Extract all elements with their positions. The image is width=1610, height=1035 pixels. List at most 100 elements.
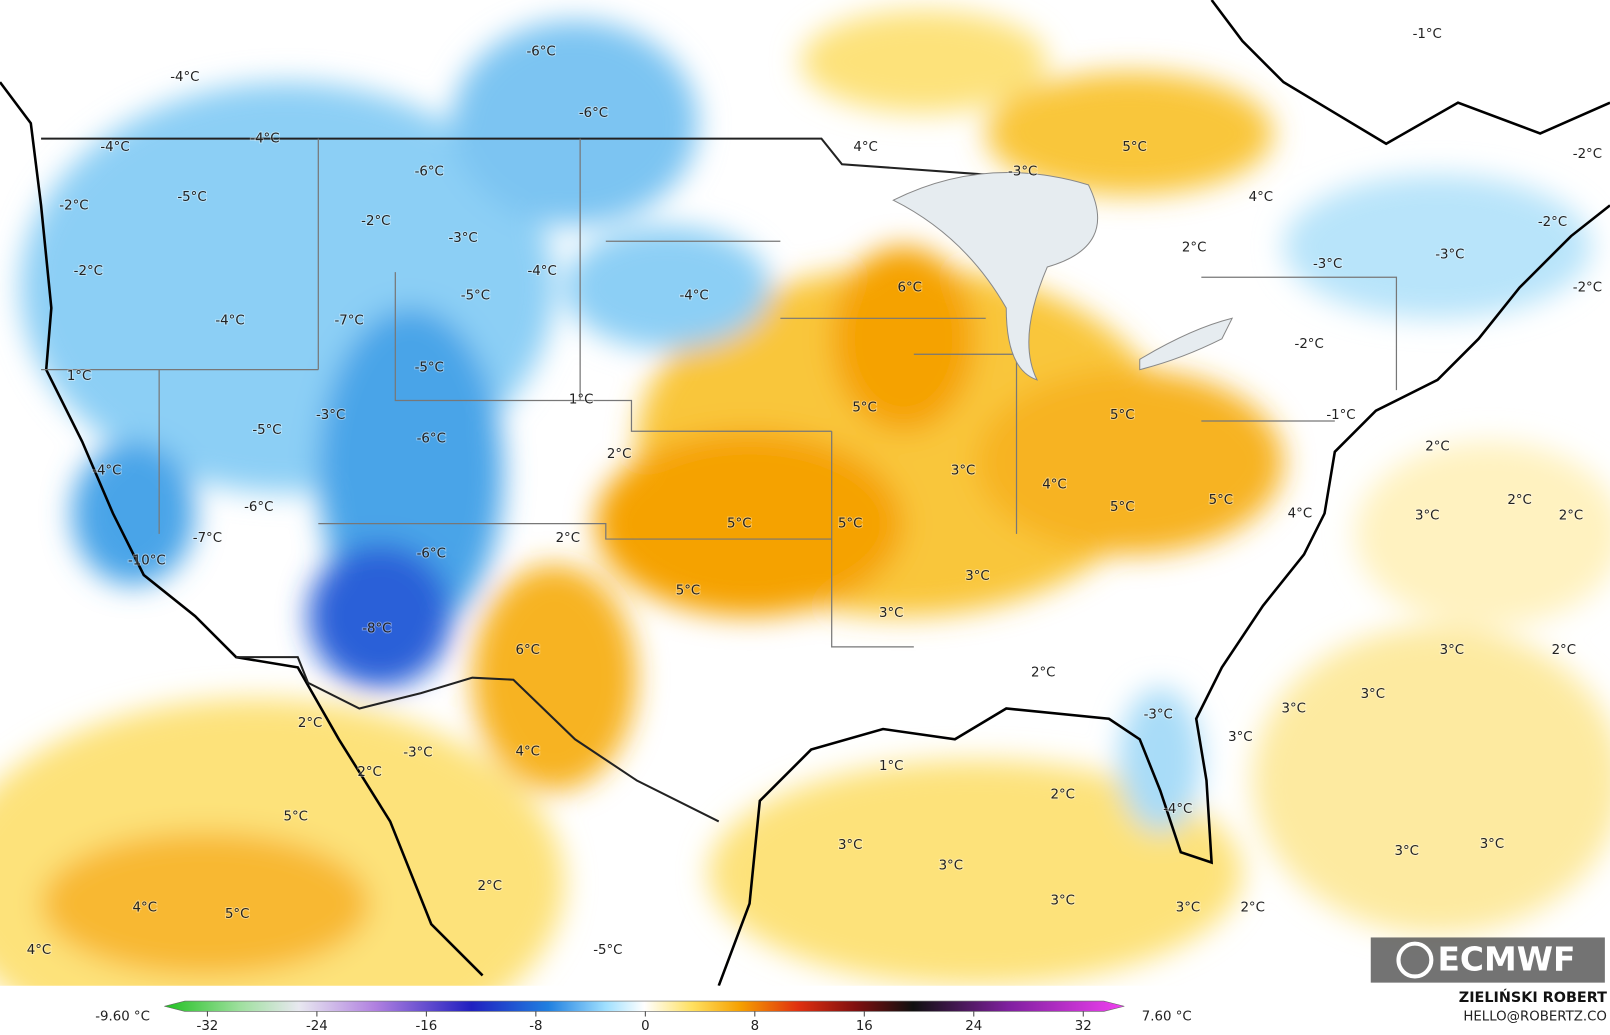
temperature-label: -1°C	[1326, 408, 1355, 423]
temperature-label: 4°C	[1249, 190, 1273, 205]
temperature-label: -2°C	[361, 214, 390, 229]
temperature-label: -3°C	[1144, 708, 1173, 723]
temperature-label: -4°C	[170, 70, 199, 85]
temperature-label: -3°C	[403, 746, 432, 761]
temperature-label: -6°C	[244, 500, 273, 515]
temperature-label: 5°C	[283, 809, 307, 824]
temperature-label: -8°C	[362, 621, 391, 636]
temperature-label: 2°C	[1182, 240, 1206, 255]
colorbar-tick-label: 16	[856, 1019, 873, 1034]
temperature-label: 3°C	[1282, 701, 1306, 716]
temperature-label: -3°C	[1008, 164, 1037, 179]
temperature-label: 3°C	[838, 838, 862, 853]
temperature-label: -2°C	[74, 264, 103, 279]
temperature-label: 2°C	[1240, 901, 1264, 916]
temperature-label: 3°C	[965, 569, 989, 584]
map-labels: -6°C -6°C -4°C -4°C -4°C -5°C -6°C -2°C -2°C -3°C…	[26, 26, 1603, 959]
temperature-label: 3°C	[951, 463, 975, 478]
temperature-label: 2°C	[1507, 493, 1531, 508]
colorbar-tick-label: -32	[197, 1019, 219, 1034]
temperature-label: -6°C	[579, 106, 608, 121]
credit-name: ZIELIŃSKI ROBERT	[1459, 988, 1607, 1006]
colorbar-tick-label: 8	[751, 1019, 759, 1034]
temperature-label: -3°C	[1435, 248, 1464, 263]
temperature-label: -7°C	[193, 531, 222, 546]
temperature-label: -10°C	[128, 554, 166, 569]
temperature-label: 4°C	[516, 745, 540, 760]
coastline	[0, 0, 1610, 986]
temperature-label: 6°C	[516, 643, 540, 658]
temperature-label: 3°C	[939, 859, 963, 874]
temperature-label: 2°C	[556, 531, 580, 546]
temperature-label: -4°C	[1163, 802, 1192, 817]
temperature-label: -4°C	[100, 140, 129, 155]
temperature-label: 2°C	[607, 447, 631, 462]
colorbar-max: 7.60 °C	[1142, 1010, 1192, 1025]
colorbar-tick-label: -8	[529, 1019, 542, 1034]
logo-text: ECMWF	[1438, 941, 1576, 979]
temperature-label: 2°C	[1552, 643, 1576, 658]
colorbar: -32 -24 -16 -8 0 8 16 24 32	[164, 1000, 1125, 1034]
temperature-label: 4°C	[27, 943, 51, 958]
temperature-label: 3°C	[1361, 687, 1385, 702]
temperature-label: 1°C	[879, 759, 903, 774]
temperature-label: 1°C	[569, 392, 593, 407]
temperature-label: -3°C	[316, 408, 345, 423]
temperature-label: -5°C	[252, 423, 281, 438]
temperature-label: 4°C	[133, 901, 157, 916]
temperature-label: 5°C	[1209, 493, 1233, 508]
temperature-label: 5°C	[1110, 408, 1134, 423]
temperature-label: 3°C	[1415, 508, 1439, 523]
temperature-label: 6°C	[898, 280, 922, 295]
temperature-label: 4°C	[1042, 478, 1066, 493]
temperature-label: 2°C	[1425, 440, 1449, 455]
temperature-label: 5°C	[1122, 140, 1146, 155]
temperature-label: -7°C	[334, 313, 363, 328]
temperature-label: 5°C	[852, 401, 876, 416]
temperature-label: 5°C	[225, 907, 249, 922]
temperature-label: -6°C	[417, 546, 446, 561]
temperature-label: -5°C	[415, 361, 444, 376]
credit-email: HELLO@ROBERTZ.CO	[1463, 1010, 1607, 1025]
temperature-label: 2°C	[298, 716, 322, 731]
temperature-label: -3°C	[1313, 257, 1342, 272]
colorbar-tick-label: -16	[415, 1019, 437, 1034]
temperature-label: 2°C	[478, 879, 502, 894]
temperature-label: -5°C	[177, 190, 206, 205]
temperature-label: 4°C	[853, 140, 877, 155]
lakes	[892, 171, 1234, 381]
temperature-label: 3°C	[1480, 837, 1504, 852]
temperature-label: 2°C	[1559, 508, 1583, 523]
temperature-label: 3°C	[1050, 893, 1074, 908]
temperature-label: -6°C	[415, 164, 444, 179]
temperature-label: 2°C	[1031, 666, 1055, 681]
temperature-label: -6°C	[417, 431, 446, 446]
temperature-label: -2°C	[1295, 337, 1324, 352]
temperature-label: -5°C	[593, 943, 622, 958]
colorbar-tick-label: 24	[965, 1019, 982, 1034]
temperature-label: -2°C	[1573, 280, 1602, 295]
colorbar-tick-label: 32	[1075, 1019, 1092, 1034]
temperature-label: -4°C	[528, 264, 557, 279]
country-border	[41, 137, 986, 823]
temperature-label: 1°C	[67, 369, 91, 384]
temperature-label: 3°C	[1440, 643, 1464, 658]
temperature-label: -6°C	[526, 44, 555, 59]
logo-icon	[1396, 941, 1434, 979]
temperature-label: 2°C	[357, 765, 381, 780]
colorbar-tick-label: -24	[306, 1019, 328, 1034]
temperature-label: 3°C	[1394, 844, 1418, 859]
temperature-label: -5°C	[461, 289, 490, 304]
temperature-label: -2°C	[1538, 215, 1567, 230]
temperature-label: -3°C	[448, 231, 477, 246]
temperature-label: -1°C	[1413, 27, 1442, 42]
temperature-label: -2°C	[1573, 147, 1602, 162]
temperature-label: -4°C	[92, 463, 121, 478]
colorbar-min: -9.60 °C	[95, 1010, 150, 1025]
temperature-label: 2°C	[1050, 788, 1074, 803]
colorbar-tick-label: 0	[641, 1019, 649, 1034]
temperature-label: 3°C	[1228, 730, 1252, 745]
temperature-label: 3°C	[879, 606, 903, 621]
